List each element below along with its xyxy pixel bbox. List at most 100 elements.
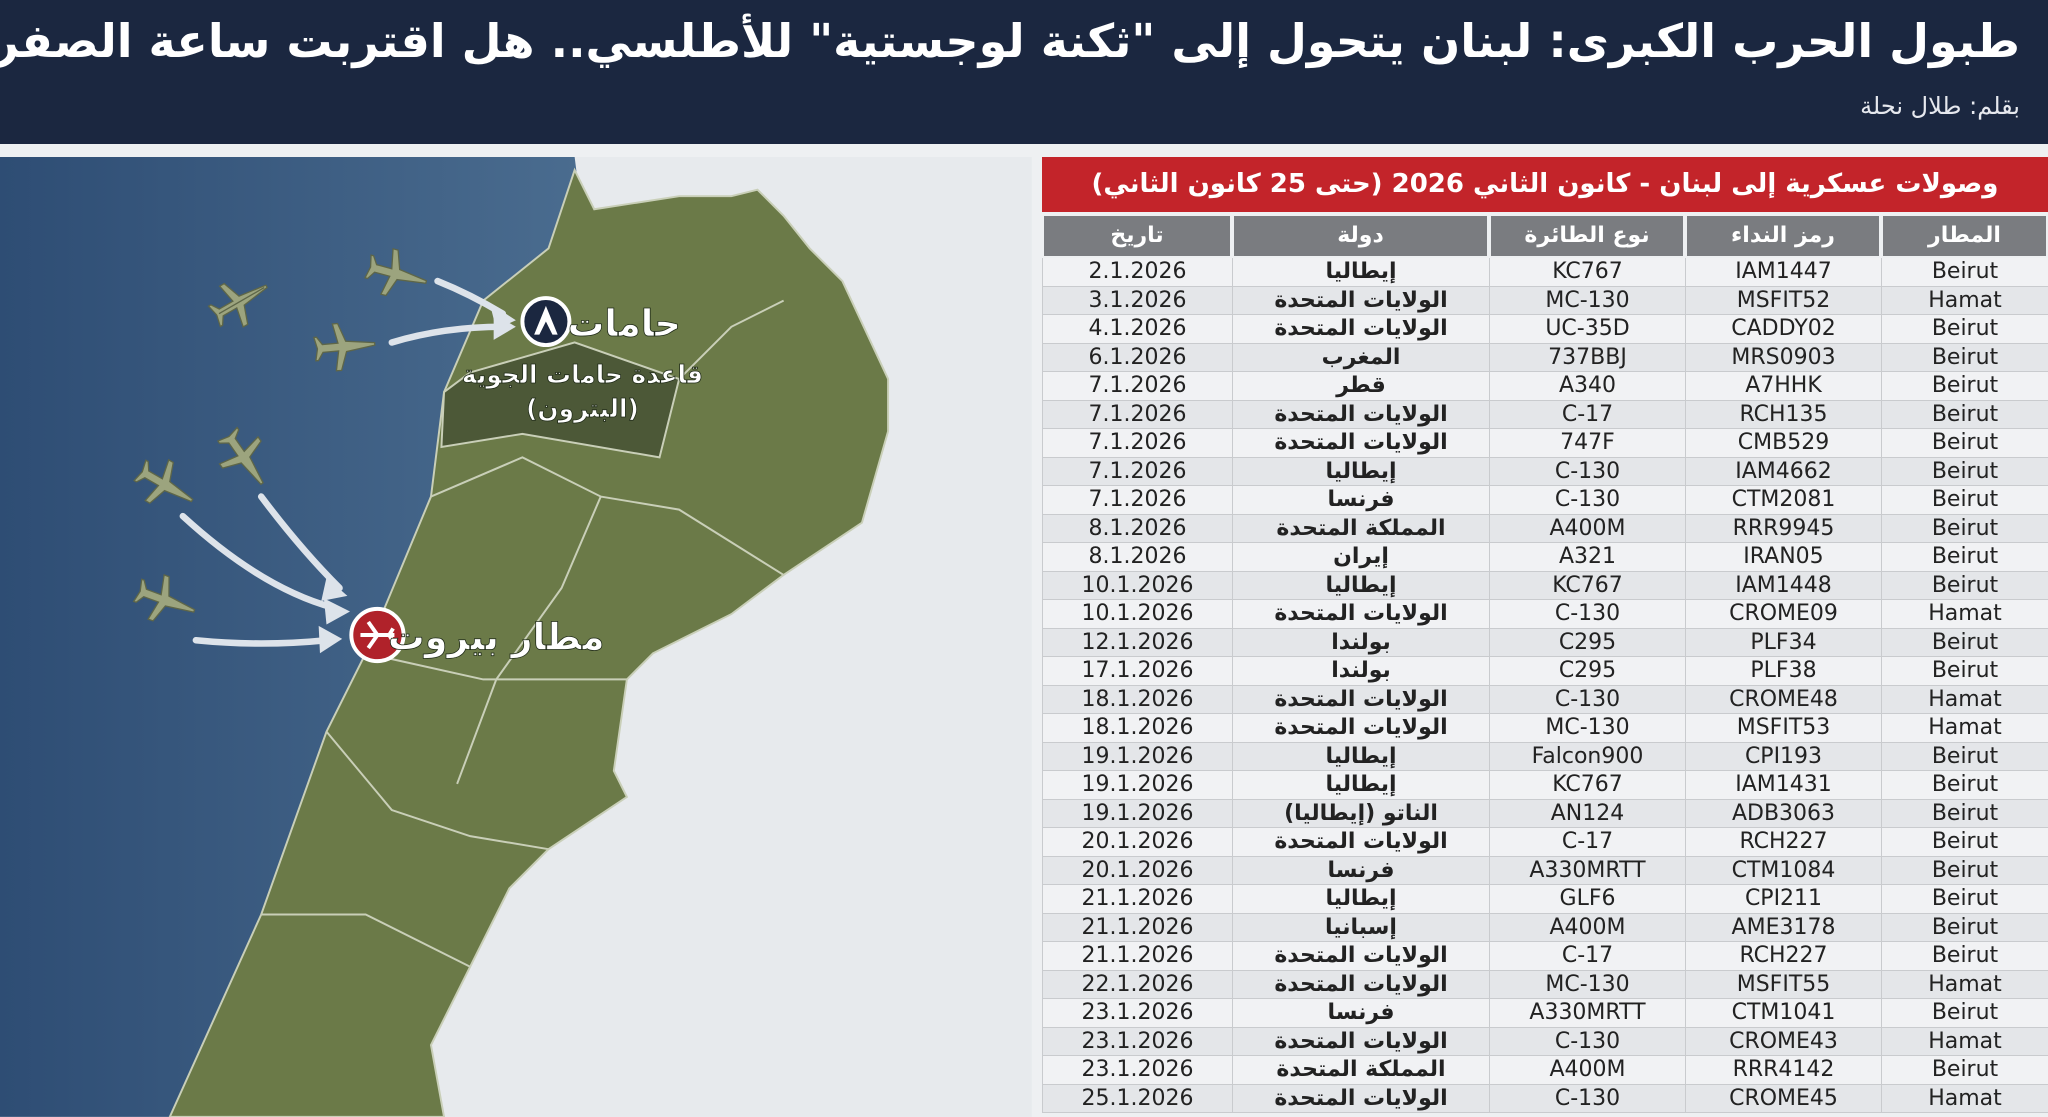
table-cell: 25.1.2026 [1042,1084,1232,1113]
table-cell: Beirut [1881,343,2048,372]
table-cell: AME3178 [1685,913,1881,942]
table-cell: بولندا [1232,628,1489,657]
table-cell: IAM1447 [1685,258,1881,287]
table-cell: 20.1.2026 [1042,856,1232,885]
table-cell: Beirut [1881,742,2048,771]
table-cell: Beirut [1881,400,2048,429]
table-cell: Beirut [1881,315,2048,344]
table-cell: 7.1.2026 [1042,372,1232,401]
table-cell: C-130 [1489,1027,1685,1056]
table-cell: MC-130 [1489,714,1685,743]
table-cell: إيطاليا [1232,771,1489,800]
table-cell: Beirut [1881,457,2048,486]
table-cell: إيطاليا [1232,258,1489,287]
table-cell: Beirut [1881,258,2048,287]
table-cell: Beirut [1881,999,2048,1028]
table-cell: Beirut [1881,942,2048,971]
table-cell: إسبانيا [1232,913,1489,942]
table-cell: 18.1.2026 [1042,685,1232,714]
table-cell: 21.1.2026 [1042,942,1232,971]
column-header: دولة [1234,216,1487,256]
table-cell: Beirut [1881,799,2048,828]
airport-icon-glyph [360,620,395,650]
table-cell: CTM2081 [1685,486,1881,515]
table-cell: إيطاليا [1232,457,1489,486]
table-cell: الولايات المتحدة [1232,714,1489,743]
table-cell: RCH227 [1685,828,1881,857]
table-cell: الولايات المتحدة [1232,1027,1489,1056]
hamat-label: حامات [568,302,681,345]
table-cell: الولايات المتحدة [1232,429,1489,458]
hamat-base-label: قاعدة حامات الجوية [462,360,703,390]
table-cell: C-17 [1489,828,1685,857]
table-cell: MC-130 [1489,970,1685,999]
hamat-district [440,341,681,459]
table-cell: Hamat [1881,970,2048,999]
table-cell: Beirut [1881,771,2048,800]
column-header: تاريخ [1044,216,1230,256]
table-cell: UC-35D [1489,315,1685,344]
table-cell: CROME43 [1685,1027,1881,1056]
column-header: رمز النداء [1687,216,1879,256]
table-cell: 8.1.2026 [1042,543,1232,572]
table-cell: A340 [1489,372,1685,401]
table-cell: Hamat [1881,1027,2048,1056]
table-cell: IAM1448 [1685,571,1881,600]
table-cell: Beirut [1881,1056,2048,1085]
table-title: وصولات عسكرية إلى لبنان - كانون الثاني 2… [1042,157,2048,212]
table-cell: Beirut [1881,885,2048,914]
table-cell: IRAN05 [1685,543,1881,572]
table-cell: RCH135 [1685,400,1881,429]
beirut-airport-label: مطار بيروت [388,615,605,658]
table-cell: 21.1.2026 [1042,913,1232,942]
table-cell: 23.1.2026 [1042,1056,1232,1085]
table-cell: C295 [1489,657,1685,686]
arrows [179,277,507,647]
table-cell: Beirut [1881,429,2048,458]
table-cell: CROME45 [1685,1084,1881,1113]
table-cell: 7.1.2026 [1042,486,1232,515]
table-cell: CPI211 [1685,885,1881,914]
table-cell: A330MRTT [1489,856,1685,885]
table-cell: Beirut [1881,856,2048,885]
table-cell: MSFIT52 [1685,286,1881,315]
table-cell: MSFIT55 [1685,970,1881,999]
table-cell: بولندا [1232,657,1489,686]
table-cell: 7.1.2026 [1042,457,1232,486]
table-cell: C295 [1489,628,1685,657]
table-cell: KC767 [1489,771,1685,800]
table-cell: 4.1.2026 [1042,315,1232,344]
table-cell: Beirut [1881,657,2048,686]
author: بقلم: طلال نحلة [1860,92,2020,120]
table-cell: إيطاليا [1232,742,1489,771]
table-cell: Beirut [1881,571,2048,600]
table-cell: ADB3063 [1685,799,1881,828]
table-cell: Falcon900 [1489,742,1685,771]
table-cell: Beirut [1881,628,2048,657]
table-cell: 10.1.2026 [1042,571,1232,600]
table-cell: إيطاليا [1232,571,1489,600]
table-cell: C-17 [1489,942,1685,971]
table-cell: 10.1.2026 [1042,600,1232,629]
table-cell: AN124 [1489,799,1685,828]
table-cell: 19.1.2026 [1042,771,1232,800]
table-cell: 8.1.2026 [1042,514,1232,543]
table-cell: 2.1.2026 [1042,258,1232,287]
table-cell: 7.1.2026 [1042,400,1232,429]
table-cell: Beirut [1881,486,2048,515]
table-cell: 737BBJ [1489,343,1685,372]
table-cell: PLF38 [1685,657,1881,686]
table-cell: MSFIT53 [1685,714,1881,743]
table-cell: KC767 [1489,571,1685,600]
table-cell: C-130 [1489,1084,1685,1113]
table-cell: CADDY02 [1685,315,1881,344]
district-borders [261,299,785,968]
table-cell: 12.1.2026 [1042,628,1232,657]
table-cell: Hamat [1881,685,2048,714]
table-grid: المطار رمز النداء نوع الطائرة دولة تاريخ Beir… [1042,212,2048,1113]
table-cell: فرنسا [1232,999,1489,1028]
table-cell: KC767 [1489,258,1685,287]
table-cell: الولايات المتحدة [1232,828,1489,857]
hamat-icon-glyph [534,305,558,335]
